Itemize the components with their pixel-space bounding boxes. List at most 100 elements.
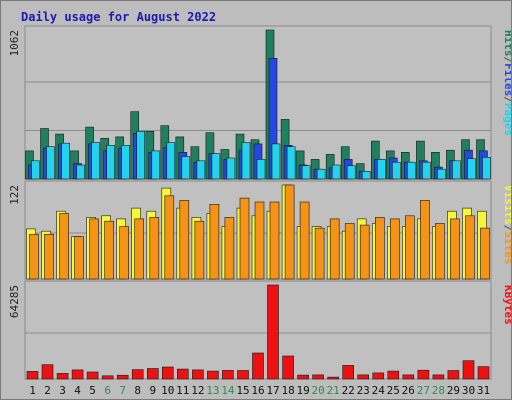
bar-pages-day-31 [482, 157, 491, 180]
bar-kbytes-day-27 [417, 369, 430, 380]
bar-kbytes-day-9 [147, 368, 159, 380]
bar-kbytes-day-24 [372, 372, 385, 380]
bar-pages-day-7 [121, 145, 130, 180]
bar-pages-day-24 [376, 159, 386, 180]
bar-pages-day-12 [196, 160, 206, 180]
bar-kbytes-day-4 [71, 369, 84, 380]
kbytes-ymax-label: 64285 [8, 285, 21, 318]
x-tick-label-day-29: 29 [447, 384, 460, 397]
bar-sites-day-10 [164, 195, 175, 280]
x-tick-label-day-7: 7 [119, 384, 126, 397]
bar-sites-day-16 [254, 201, 265, 280]
bar-pages-day-27 [422, 161, 431, 180]
bar-kbytes-day-7 [116, 374, 129, 380]
bar-pages-day-19 [301, 165, 311, 180]
bar-kbytes-day-10 [162, 366, 174, 380]
x-tick-label-day-22: 22 [342, 384, 355, 397]
bar-pages-day-28 [437, 168, 446, 180]
bar-kbytes-day-18 [282, 355, 294, 380]
legend-hits: Hits [502, 30, 511, 57]
legend-visits: Visits [502, 185, 511, 225]
x-tick-label-day-19: 19 [296, 384, 309, 397]
bar-sites-day-23 [359, 224, 370, 280]
bar-pages-day-15 [241, 142, 251, 180]
bar-pages-day-25 [391, 161, 401, 180]
bar-pages-day-22 [346, 165, 356, 180]
bar-pages-day-13 [211, 153, 221, 180]
bar-kbytes-day-17 [267, 284, 279, 380]
bar-pages-day-18 [286, 146, 296, 180]
x-tick-label-day-27: 27 [417, 384, 430, 397]
bar-kbytes-day-16 [252, 352, 264, 380]
bar-kbytes-day-12 [192, 369, 204, 380]
bar-sites-day-5 [89, 218, 99, 280]
bar-kbytes-day-31 [477, 366, 490, 380]
x-tick-label-day-5: 5 [89, 384, 96, 397]
x-tick-label-day-9: 9 [149, 384, 156, 397]
bar-sites-day-30 [465, 215, 475, 280]
bar-pages-day-21 [331, 164, 341, 180]
bar-sites-day-25 [389, 218, 400, 280]
bar-sites-day-7 [119, 226, 129, 280]
x-tick-label-day-14: 14 [221, 384, 235, 397]
bar-sites-day-18 [284, 184, 295, 280]
x-tick-label-day-20: 20 [311, 384, 324, 397]
x-tick-label-day-28: 28 [432, 384, 445, 397]
chart-title: Daily usage for August 2022 [21, 10, 216, 24]
bar-pages-day-10 [166, 142, 176, 180]
bar-pages-day-17 [271, 143, 281, 180]
bar-sites-day-22 [344, 223, 355, 280]
bar-sites-day-20 [314, 227, 325, 280]
requests-ymax-label: 1062 [8, 30, 21, 57]
bar-kbytes-day-1 [26, 371, 39, 380]
bar-kbytes-day-21 [327, 376, 340, 380]
bar-kbytes-day-26 [402, 374, 415, 380]
legend-kbytes: KBytes [502, 285, 511, 325]
bar-pages-day-4 [76, 164, 85, 180]
x-tick-label-day-15: 15 [236, 384, 249, 397]
bar-kbytes-day-19 [297, 374, 309, 380]
x-tick-label-day-4: 4 [74, 384, 81, 397]
x-tick-label-day-6: 6 [104, 384, 111, 397]
legend-pages: Pages [502, 103, 511, 136]
bar-pages-day-5 [91, 142, 100, 180]
visits-ymax-label: 122 [8, 185, 21, 205]
bar-pages-day-8 [136, 131, 145, 180]
bar-pages-day-30 [467, 158, 476, 180]
legend-sites: Sites [502, 231, 511, 264]
x-tick-label-day-24: 24 [372, 384, 386, 397]
x-tick-label-day-31: 31 [477, 384, 490, 397]
x-tick-label-day-1: 1 [29, 384, 36, 397]
x-tick-label-day-10: 10 [161, 384, 174, 397]
bar-kbytes-day-2 [41, 364, 54, 380]
bar-kbytes-day-25 [387, 370, 400, 380]
x-tick-label-day-26: 26 [402, 384, 415, 397]
bar-pages-day-26 [406, 161, 416, 180]
x-tick-label-day-25: 25 [387, 384, 400, 397]
bar-kbytes-day-28 [432, 374, 445, 380]
x-tick-label-day-3: 3 [59, 384, 66, 397]
x-tick-label-day-8: 8 [134, 384, 141, 397]
panel-visits: 122 Visits/Sites [8, 180, 511, 280]
bar-sites-day-28 [435, 223, 445, 280]
bar-pages-day-1 [31, 160, 40, 180]
x-tick-label-day-23: 23 [357, 384, 370, 397]
bar-kbytes-day-6 [101, 375, 114, 380]
bar-sites-day-12 [194, 220, 205, 280]
bar-pages-day-14 [226, 157, 236, 180]
legend-files: Files [502, 63, 511, 96]
x-tick-label-day-18: 18 [281, 384, 294, 397]
bar-pages-day-6 [106, 145, 115, 180]
bar-pages-day-20 [316, 168, 326, 180]
bar-kbytes-day-13 [207, 370, 219, 380]
bar-sites-day-3 [59, 213, 69, 280]
bar-kbytes-day-8 [131, 369, 144, 380]
bar-pages-day-11 [181, 156, 191, 180]
bar-kbytes-day-15 [237, 370, 249, 380]
bar-sites-day-31 [480, 227, 490, 280]
bar-pages-day-3 [61, 142, 70, 180]
bar-sites-day-1 [29, 234, 39, 280]
x-tick-label-day-12: 12 [191, 384, 204, 397]
